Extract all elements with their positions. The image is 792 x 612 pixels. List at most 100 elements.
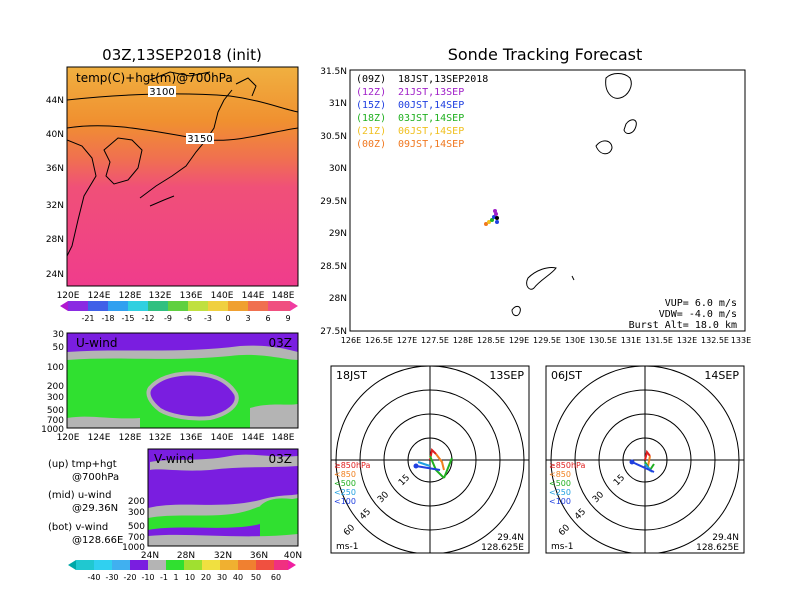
forecast-ytick: 31.5N [320,67,347,77]
legend-bot-1: (bot) v-wind [48,522,108,533]
forecast-ytick: 30.5N [320,132,347,142]
hodo2-level: <100 [549,497,571,506]
vwind-ytick: 1000 [122,543,145,553]
uwind-ytick: 500 [47,406,64,416]
contour-label-3100: 3100 [149,87,174,98]
map-ytick: 36N [46,164,64,174]
forecast-map: (09Z) 18JST,13SEP2018 (12Z) 21JST,13SEP … [320,67,751,345]
vwind-time: 03Z [269,452,293,466]
traj-point [495,216,499,220]
param-vup: VUP= 6.0 m/s [665,298,737,309]
temp-colorbar-tick: -21 [81,314,94,323]
forecast-xtick: 133E [731,336,751,345]
forecast-time-4-z: (21Z) [356,126,386,137]
forecast-time-5-text: 09JST,14SEP [398,139,464,150]
traj-point [484,222,488,226]
wind-colorbar-tick: -1 [160,573,168,582]
forecast-ytick: 30N [329,164,347,174]
uwind-xtick: 132E [149,433,172,443]
param-burst: Burst Alt= 18.0 km [629,320,737,331]
uwind-xtick: 120E [57,433,80,443]
forecast-xtick: 131.5E [645,336,673,345]
vwind-xtick: 40N [284,551,302,561]
hodograph-1: 15 30 45 60 18JST 13SEP ≥850hPa <850 <50… [330,365,530,554]
forecast-xtick: 129E [509,336,529,345]
coastline-china [67,139,97,257]
island-north [605,73,632,99]
hodo2-unit: ms-1 [551,542,573,552]
wind-colorbar-tick: 50 [251,573,261,582]
forecast-time-0-text: 18JST,13SEP2018 [398,74,488,85]
uwind-ytick: 200 [47,382,64,392]
forecast-xtick: 128E [453,336,473,345]
forecast-xtick: 132E [677,336,697,345]
coastline-japan [139,89,233,199]
map-label: temp(C)+hgt(m)@700hPa [76,71,233,85]
forecast-xtick: 127.5E [421,336,449,345]
vwind-ytick: 300 [128,508,145,518]
map-xtick: 128E [119,291,142,301]
island-small [623,119,637,134]
traj-point [487,220,491,224]
forecast-ytick: 28N [329,294,347,304]
hodo2-time: 06JST [551,369,582,382]
hodo2-date: 14SEP [704,369,739,382]
wind-colorbar: -40 -30 -20 -10 -1 1 10 20 30 40 50 60 [68,560,296,582]
hodo2-level: ≥850hPa [549,461,586,470]
vwind-xtick: 36N [250,551,268,561]
temp-colorbar-tick: 6 [265,314,270,323]
hodo1-unit: ms-1 [336,542,358,552]
coastline-korea [103,137,143,185]
legend-mid-2: @29.36N [72,503,118,514]
wind-colorbar-tick: 30 [217,573,227,582]
temp-colorbar-tick: -3 [204,314,212,323]
forecast-time-3-text: 03JST,14SEP [398,113,464,124]
forecast-time-0-z: (09Z) [356,74,386,85]
forecast-title: Sonde Tracking Forecast [448,45,643,64]
hodo1-level: <250 [334,488,356,497]
island-yaku [595,140,613,155]
hodo2-lat: 29.4N [712,533,739,543]
forecast-time-2-text: 00JST,14SEP [398,100,464,111]
hodo2-level: <500 [549,479,571,488]
uwind-ytick: 100 [47,363,64,373]
hodo1-level: <500 [334,479,356,488]
forecast-time-5-z: (00Z) [356,139,386,150]
hodo1-level: <100 [334,497,356,506]
temp-colorbar-tick: -12 [141,314,154,323]
hodo2-level: <850 [549,470,571,479]
map-ytick: 28N [46,235,64,245]
hodo1-date: 13SEP [489,369,524,382]
vwind-label: V-wind [154,452,194,466]
forecast-time-3-z: (18Z) [356,113,386,124]
uwind-xtick: 144E [242,433,265,443]
vwind-panel: V-wind 03Z 200 300 500 700 1000 24N 28N … [122,448,302,561]
vwind-xtick: 28N [177,551,195,561]
forecast-ytick: 27.5N [320,327,347,337]
map-xtick: 136E [180,291,203,301]
uwind-xtick: 136E [180,433,203,443]
forecast-ytick: 28.5N [320,262,347,272]
wind-colorbar-tick: 60 [271,573,281,582]
temp-colorbar-tick: -18 [101,314,114,323]
forecast-xtick: 131E [621,336,641,345]
temp-colorbar-tick: -15 [121,314,134,323]
forecast-xtick: 129.5E [533,336,561,345]
map-xtick: 120E [57,291,80,301]
map-ytick: 44N [46,96,64,106]
forecast-xtick: 130E [565,336,585,345]
uwind-xtick: 124E [88,433,111,443]
map-ytick: 32N [46,201,64,211]
forecast-xtick: 132.5E [701,336,729,345]
map-xtick: 140E [211,291,234,301]
hodo1-level: ≥850hPa [334,461,371,470]
temp-colorbar-tick: 9 [285,314,290,323]
hodo1-trace [415,447,453,479]
traj-point [490,218,494,222]
forecast-xtick: 126E [341,336,361,345]
sonde-trajectories [484,209,499,226]
map-xticks: 120E 124E 128E 132E 136E 140E 144E 148E [57,291,295,301]
legend-mid-1: (mid) u-wind [48,490,111,501]
forecast-time-4-text: 06JST,14SEP [398,126,464,137]
uwind-ytick: 700 [47,416,64,426]
